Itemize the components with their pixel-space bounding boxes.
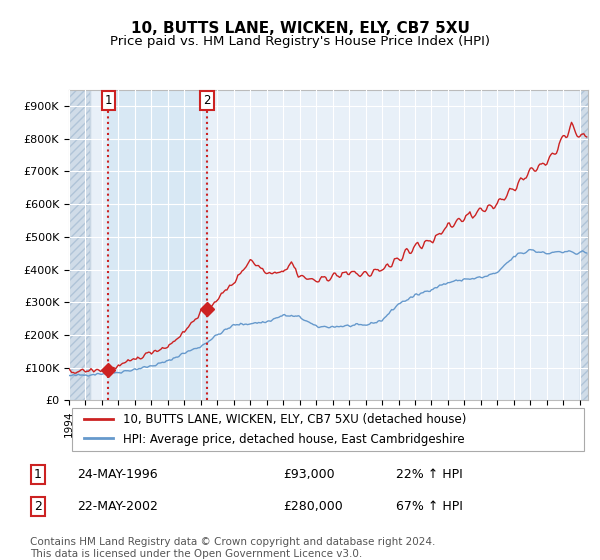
Legend: 10, BUTTS LANE, WICKEN, ELY, CB7 5XU (detached house), HPI: Average price, detac: 10, BUTTS LANE, WICKEN, ELY, CB7 5XU (de… bbox=[80, 410, 470, 449]
Text: £93,000: £93,000 bbox=[283, 468, 335, 481]
FancyBboxPatch shape bbox=[71, 408, 584, 451]
Bar bbox=[109, 90, 207, 400]
Text: 10, BUTTS LANE, WICKEN, ELY, CB7 5XU: 10, BUTTS LANE, WICKEN, ELY, CB7 5XU bbox=[131, 21, 469, 36]
Text: 2: 2 bbox=[203, 94, 211, 107]
Text: 22-MAY-2002: 22-MAY-2002 bbox=[77, 500, 158, 514]
Bar bbox=[69, 90, 91, 400]
Text: 67% ↑ HPI: 67% ↑ HPI bbox=[396, 500, 463, 514]
Text: 2: 2 bbox=[34, 500, 42, 514]
Text: £280,000: £280,000 bbox=[283, 500, 343, 514]
Text: 1: 1 bbox=[34, 468, 42, 481]
Text: 24-MAY-1996: 24-MAY-1996 bbox=[77, 468, 158, 481]
Text: 1: 1 bbox=[104, 94, 112, 107]
Text: 22% ↑ HPI: 22% ↑ HPI bbox=[396, 468, 463, 481]
Bar bbox=[69, 90, 91, 400]
Text: Contains HM Land Registry data © Crown copyright and database right 2024.
This d: Contains HM Land Registry data © Crown c… bbox=[30, 537, 436, 559]
Text: Price paid vs. HM Land Registry's House Price Index (HPI): Price paid vs. HM Land Registry's House … bbox=[110, 35, 490, 48]
Bar bbox=[580, 90, 596, 400]
